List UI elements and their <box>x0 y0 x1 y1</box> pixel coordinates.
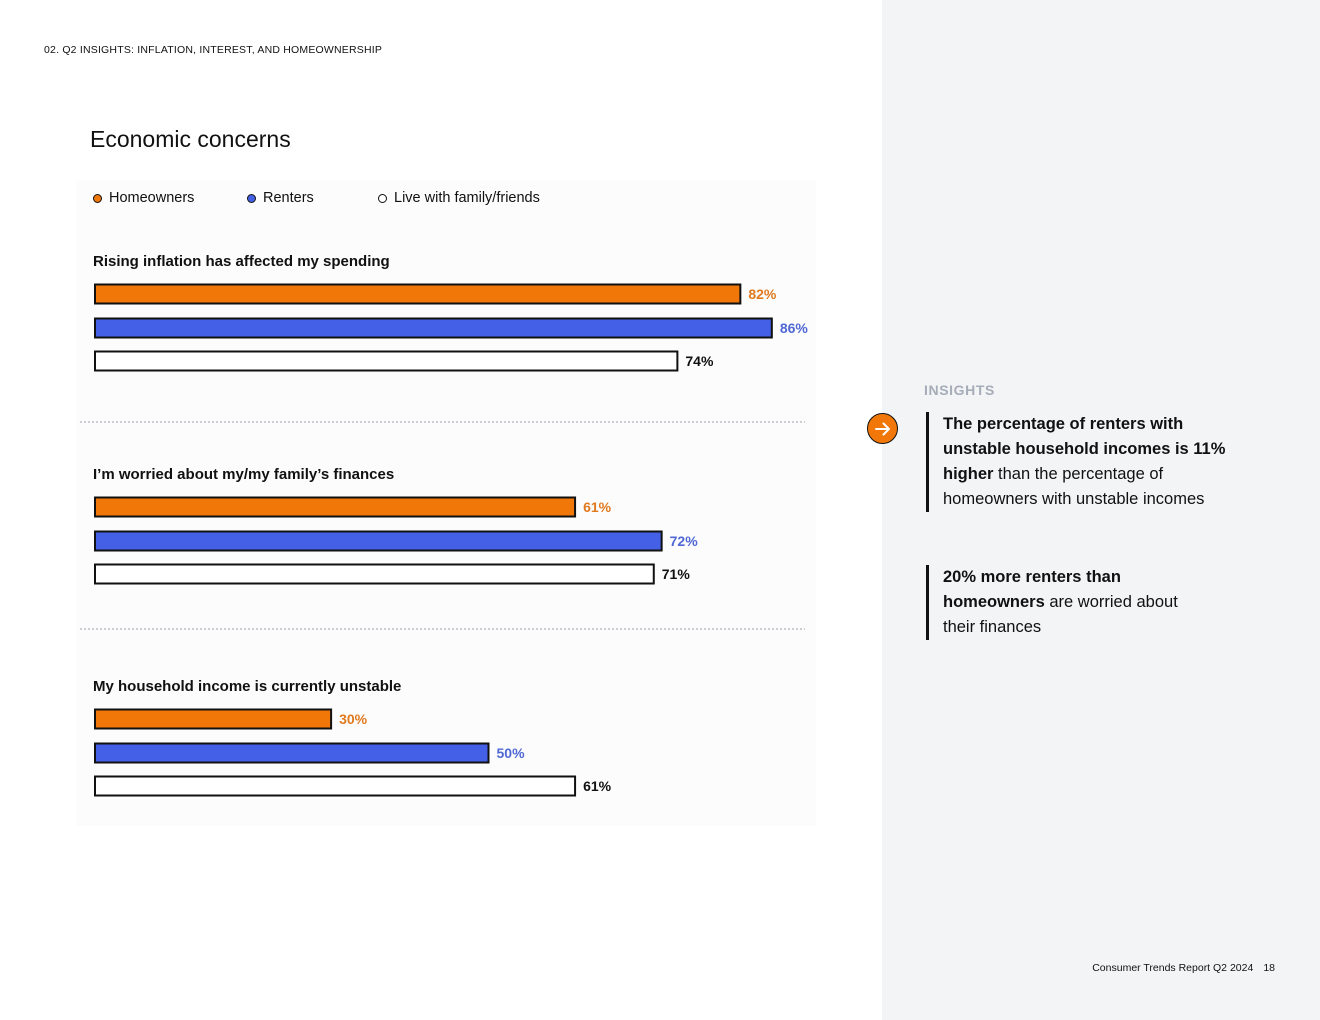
bar-renters <box>94 530 663 552</box>
chart-title: Economic concerns <box>90 126 291 152</box>
legend-dot-homeowners-icon <box>93 193 102 203</box>
bar-homeowners <box>94 708 333 730</box>
insight-1: The percentage of renters with unstable … <box>926 412 1226 512</box>
legend-dot-renters-icon <box>247 193 256 203</box>
data-label-renters: 50% <box>497 745 526 761</box>
page-footer: Consumer Trends Report Q2 2024 18 <box>1092 962 1275 974</box>
data-label-homeowners: 82% <box>748 286 777 302</box>
insight-2-text: are worried about their finances <box>943 593 1178 636</box>
arrow-right-icon <box>867 413 898 444</box>
question-label: I’m worried about my/my family’s finance… <box>93 466 394 483</box>
legend-label-homeowners: Homeowners <box>109 190 195 206</box>
legend-label-renters: Renters <box>263 190 314 206</box>
data-label-family: 61% <box>583 778 612 794</box>
data-label-family: 74% <box>685 353 714 369</box>
data-label-renters: 86% <box>780 320 809 336</box>
bar-chart: Rising inflation has affected my spendin… <box>80 253 809 797</box>
insight-2: 20% more renters than homeowners are wor… <box>926 565 1186 640</box>
bar-homeowners <box>94 283 742 305</box>
bar-family <box>94 563 655 585</box>
footer-report-title: Consumer Trends Report Q2 2024 <box>1092 962 1254 974</box>
insight-1-text: than the percentage of homeowners with u… <box>943 465 1205 508</box>
bar-renters <box>94 742 490 764</box>
insight-1-bold: The percentage of renters with unstable … <box>943 415 1226 483</box>
bar-family <box>94 775 577 797</box>
question-label: Rising inflation has affected my spendin… <box>93 253 390 270</box>
legend-item-family: Live with family/friends <box>378 190 540 206</box>
insights-panel <box>882 0 1320 1020</box>
legend-item-homeowners: Homeowners <box>93 190 194 206</box>
bar-family <box>94 350 679 372</box>
data-label-family: 71% <box>662 566 691 582</box>
main-panel: 02. Q2 INSIGHTS: INFLATION, INTEREST, AN… <box>44 44 809 797</box>
section-label: 02. Q2 INSIGHTS: INFLATION, INTEREST, AN… <box>44 44 383 56</box>
bar-homeowners <box>94 496 577 518</box>
insights-heading: INSIGHTS <box>924 382 995 398</box>
bar-renters <box>94 317 773 339</box>
question-label: My household income is currently unstabl… <box>93 678 401 695</box>
page-number: 18 <box>1263 962 1275 974</box>
legend-label-family: Live with family/friends <box>394 190 540 206</box>
data-label-homeowners: 30% <box>339 711 368 727</box>
insight-2-bold: 20% more renters than homeowners <box>943 568 1121 611</box>
data-label-homeowners: 61% <box>583 499 612 515</box>
legend-dot-family-icon <box>378 193 387 203</box>
data-label-renters: 72% <box>670 533 699 549</box>
legend-item-renters: Renters <box>247 190 314 206</box>
